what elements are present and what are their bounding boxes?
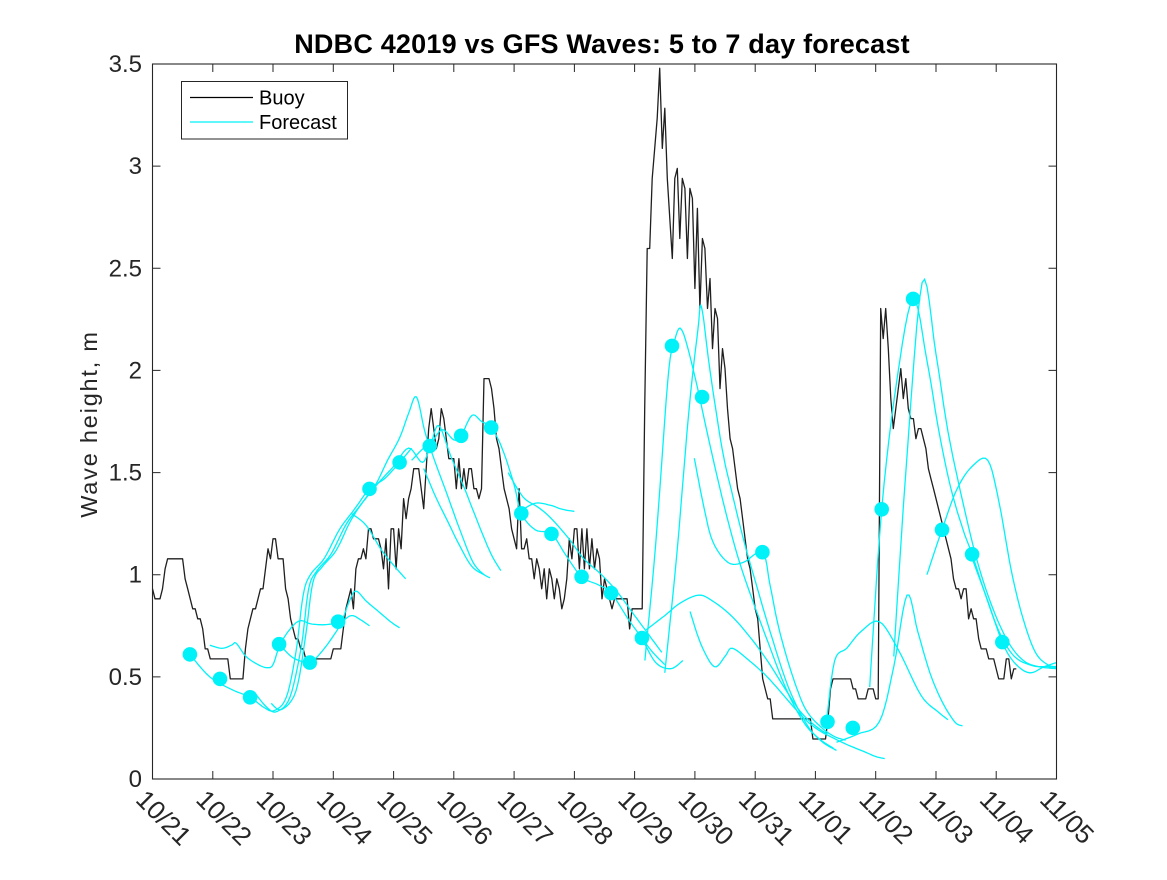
svg-text:0: 0 [129, 766, 142, 793]
svg-text:2: 2 [129, 357, 142, 384]
svg-text:NDBC 42019 vs GFS Waves: 5 to: NDBC 42019 vs GFS Waves: 5 to 7 day fore… [294, 29, 910, 59]
svg-text:2.5: 2.5 [109, 255, 142, 282]
svg-text:Forecast: Forecast [259, 112, 337, 134]
svg-text:3: 3 [129, 153, 142, 180]
svg-text:1: 1 [129, 562, 142, 589]
svg-text:0.5: 0.5 [109, 664, 142, 691]
svg-text:Wave height, m: Wave height, m [76, 330, 102, 518]
svg-text:Buoy: Buoy [259, 88, 305, 110]
svg-text:3.5: 3.5 [109, 51, 142, 78]
svg-text:1.5: 1.5 [109, 460, 142, 487]
